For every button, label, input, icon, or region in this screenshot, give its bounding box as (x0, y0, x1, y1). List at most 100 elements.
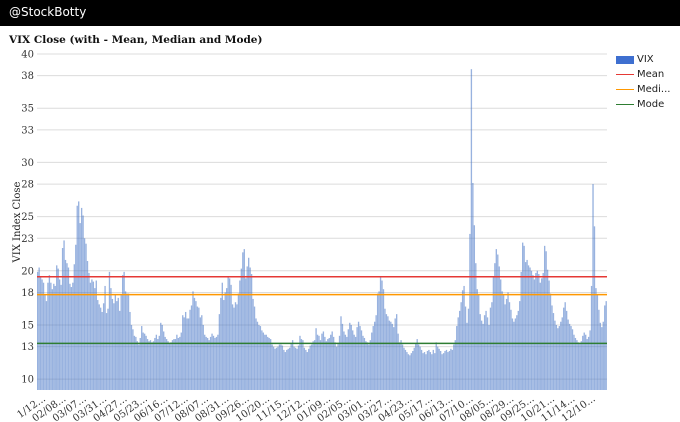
vix-bar (272, 346, 275, 390)
vix-bar (290, 343, 292, 390)
vix-bar (107, 308, 109, 390)
vix-bar (163, 331, 165, 390)
vix-bar (149, 340, 152, 390)
vix-bar (510, 309, 512, 390)
vix-bar (552, 313, 555, 390)
vix-bar (300, 339, 303, 390)
vix-bar (601, 327, 603, 390)
vix-bar (419, 346, 421, 390)
top-bar: @StockBotty (0, 0, 680, 26)
reference-lines (37, 275, 607, 345)
y-tick-label: 35 (21, 104, 34, 115)
vix-bar (116, 301, 118, 390)
vix-bar (375, 315, 377, 390)
vix-bar (223, 300, 225, 390)
legend-item-mean[interactable]: Mean (616, 67, 679, 82)
vix-bar (227, 276, 229, 390)
vix-bar (252, 298, 254, 390)
vix-bar (293, 346, 295, 390)
vix-bar (360, 330, 363, 390)
legend-item-mode[interactable]: Mode (616, 97, 679, 112)
y-tick-label: 13 (21, 342, 34, 353)
vix-bar (157, 339, 159, 390)
vix-bar (404, 349, 407, 390)
vix-bar (533, 279, 536, 390)
y-tick-label: 30 (21, 158, 34, 169)
vix-bar (522, 242, 524, 390)
vix-bar (75, 244, 77, 390)
vix-bar (250, 274, 253, 390)
vix-bar (67, 267, 70, 390)
vix-bar (315, 328, 317, 390)
vix-bar (476, 289, 478, 390)
vix-bar (277, 346, 279, 390)
vix-bar (384, 308, 386, 390)
vix-bar (596, 294, 599, 390)
vix-bar (214, 337, 216, 390)
vix-bar (524, 262, 527, 390)
vix-bar (554, 320, 556, 390)
vix-bar (233, 307, 235, 390)
y-tick-label: 20 (21, 266, 34, 277)
vix-bar (382, 289, 385, 390)
vix-bar (400, 340, 402, 390)
vix-bar (420, 349, 423, 390)
vix-bar (186, 318, 188, 390)
vix-bar (429, 352, 432, 390)
vix-bar (199, 317, 201, 390)
y-tick-label: 15 (21, 320, 34, 331)
vix-bar (111, 298, 114, 390)
vix-bar (570, 326, 572, 390)
vix-bar (344, 334, 347, 390)
legend-item-vix[interactable]: VIX (616, 52, 679, 67)
vix-bar (129, 311, 131, 390)
vix-bar (338, 335, 341, 390)
y-axis-ticks: 10 13 15 18 20 23 25 28 30 33 35 38 40 (21, 50, 34, 386)
vix-bar (64, 259, 67, 390)
y-tick-label: 33 (21, 125, 34, 136)
vix-bar (393, 327, 395, 390)
vix-bar (132, 329, 134, 390)
vix-bar (422, 353, 424, 390)
y-tick-label: 38 (21, 71, 34, 82)
vix-bar (482, 323, 484, 390)
vix-bar (413, 347, 415, 390)
vix-bar (234, 302, 237, 390)
vix-bar (294, 347, 297, 390)
vix-bar (349, 322, 351, 390)
legend-label-median: Medi... (637, 84, 671, 95)
vix-bar (94, 288, 96, 390)
vix-bar (37, 271, 39, 390)
vix-bar (201, 315, 203, 390)
vix-bar (359, 326, 361, 390)
y-tick-label: 40 (21, 50, 34, 61)
vix-bar (353, 334, 355, 390)
vix-bar (589, 330, 591, 390)
vix-bar (202, 324, 204, 390)
vix-bar (268, 337, 270, 390)
vix-bar (598, 309, 600, 390)
legend-item-median[interactable]: Medi... (616, 82, 679, 97)
vix-bar (435, 342, 437, 390)
y-tick-label: 23 (21, 234, 34, 245)
vix-bar (585, 334, 587, 390)
vix-bar (297, 345, 300, 390)
vix-bar (401, 344, 404, 390)
vix-bar (104, 285, 106, 390)
vix-bar (303, 347, 306, 390)
vix-bar (324, 336, 326, 390)
vix-bar (485, 310, 487, 390)
vix-bar (335, 346, 338, 390)
vix-bar (145, 335, 147, 390)
vix-bar (460, 302, 462, 390)
vix-bar (306, 352, 308, 390)
vix-bar (56, 265, 58, 390)
vix-bar (259, 326, 262, 390)
vix-bar (152, 341, 155, 390)
vix-bar (583, 332, 585, 390)
vix-bar (409, 355, 411, 390)
vix-bar (573, 334, 575, 390)
vix-bar (535, 272, 537, 390)
vix-bar (576, 340, 578, 390)
vix-bar (105, 313, 108, 390)
